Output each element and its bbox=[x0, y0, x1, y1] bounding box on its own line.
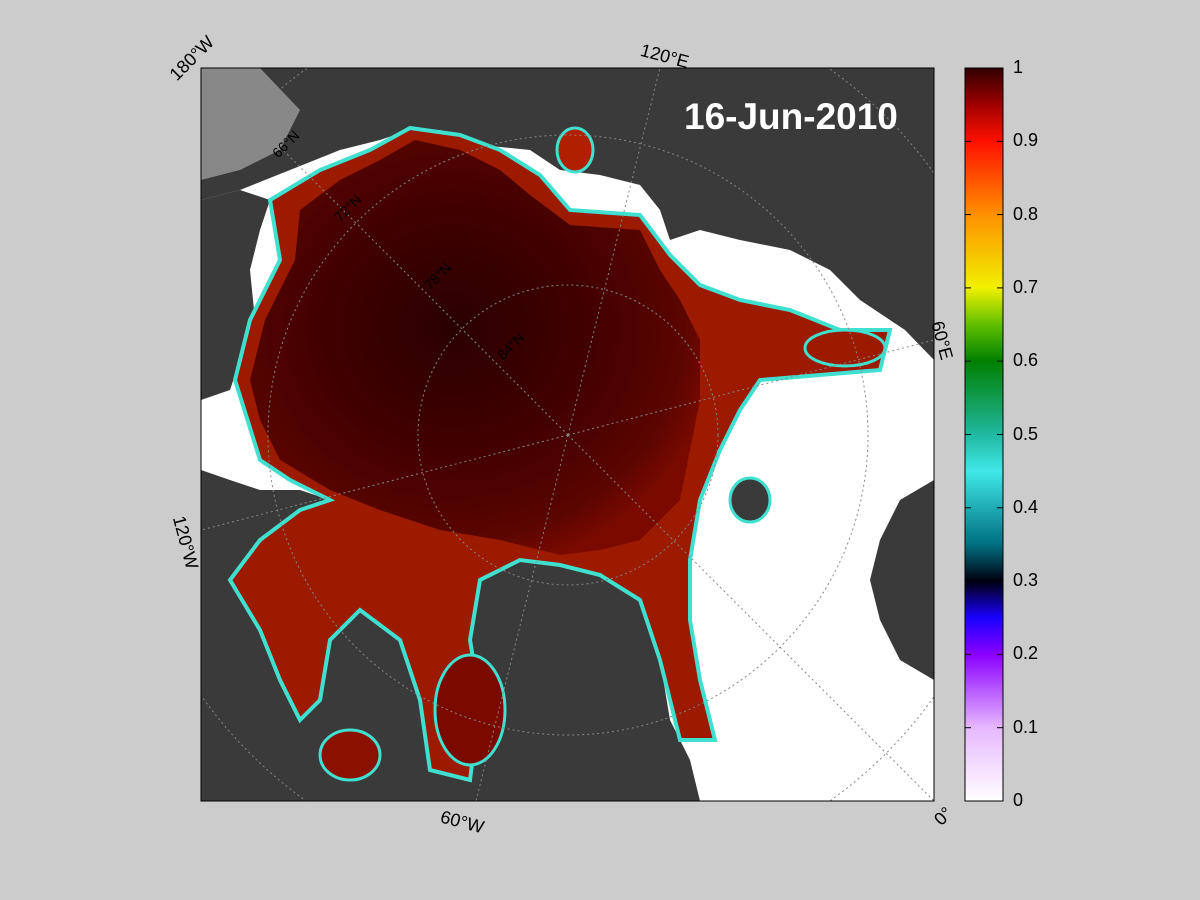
colorbar-tick-label: 0 bbox=[1013, 790, 1024, 810]
land-greenland bbox=[470, 560, 670, 801]
colorbar-tick-label: 0.1 bbox=[1013, 716, 1039, 737]
date-label: 16-Jun-2010 bbox=[684, 96, 898, 137]
colorbar-tick-label: 0.6 bbox=[1013, 350, 1039, 371]
land-alaska bbox=[201, 190, 270, 400]
svalbard bbox=[728, 476, 772, 524]
ice-kara bbox=[803, 328, 887, 368]
pack-ice bbox=[250, 140, 700, 555]
colorbar-tick-label: 0.3 bbox=[1013, 570, 1039, 591]
colorbar-tick-label: 0.5 bbox=[1013, 423, 1039, 444]
land-siberia bbox=[201, 68, 934, 360]
ice-hudson bbox=[318, 728, 382, 782]
ice-laptev bbox=[555, 126, 595, 174]
map-frame bbox=[200, 67, 935, 802]
colorbar-ticks bbox=[965, 67, 1003, 802]
map-panel bbox=[201, 68, 934, 801]
colorbar-tick-label: 0.2 bbox=[1013, 643, 1039, 664]
land-scandinavia bbox=[870, 480, 934, 680]
colorbar-tick-label: 0.9 bbox=[1013, 130, 1039, 151]
colorbar-tick-label: 0.7 bbox=[1013, 276, 1039, 297]
colorbar-tick-label: 1 bbox=[1013, 57, 1024, 77]
colorbar-tick-label: 0.4 bbox=[1013, 496, 1039, 517]
land-grey bbox=[201, 68, 300, 180]
colorbar bbox=[964, 67, 1004, 802]
ice-baffin bbox=[433, 653, 507, 767]
graticule bbox=[201, 68, 934, 801]
colorbar-tick-label: 0.8 bbox=[1013, 203, 1039, 224]
